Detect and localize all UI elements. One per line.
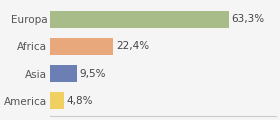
Text: 4,8%: 4,8%: [66, 96, 93, 106]
Text: 63,3%: 63,3%: [232, 14, 265, 24]
Bar: [50, 11, 229, 28]
Bar: [50, 65, 77, 82]
Bar: [50, 38, 113, 55]
Text: 9,5%: 9,5%: [80, 69, 106, 79]
Bar: [50, 92, 64, 109]
Text: 22,4%: 22,4%: [116, 41, 149, 51]
